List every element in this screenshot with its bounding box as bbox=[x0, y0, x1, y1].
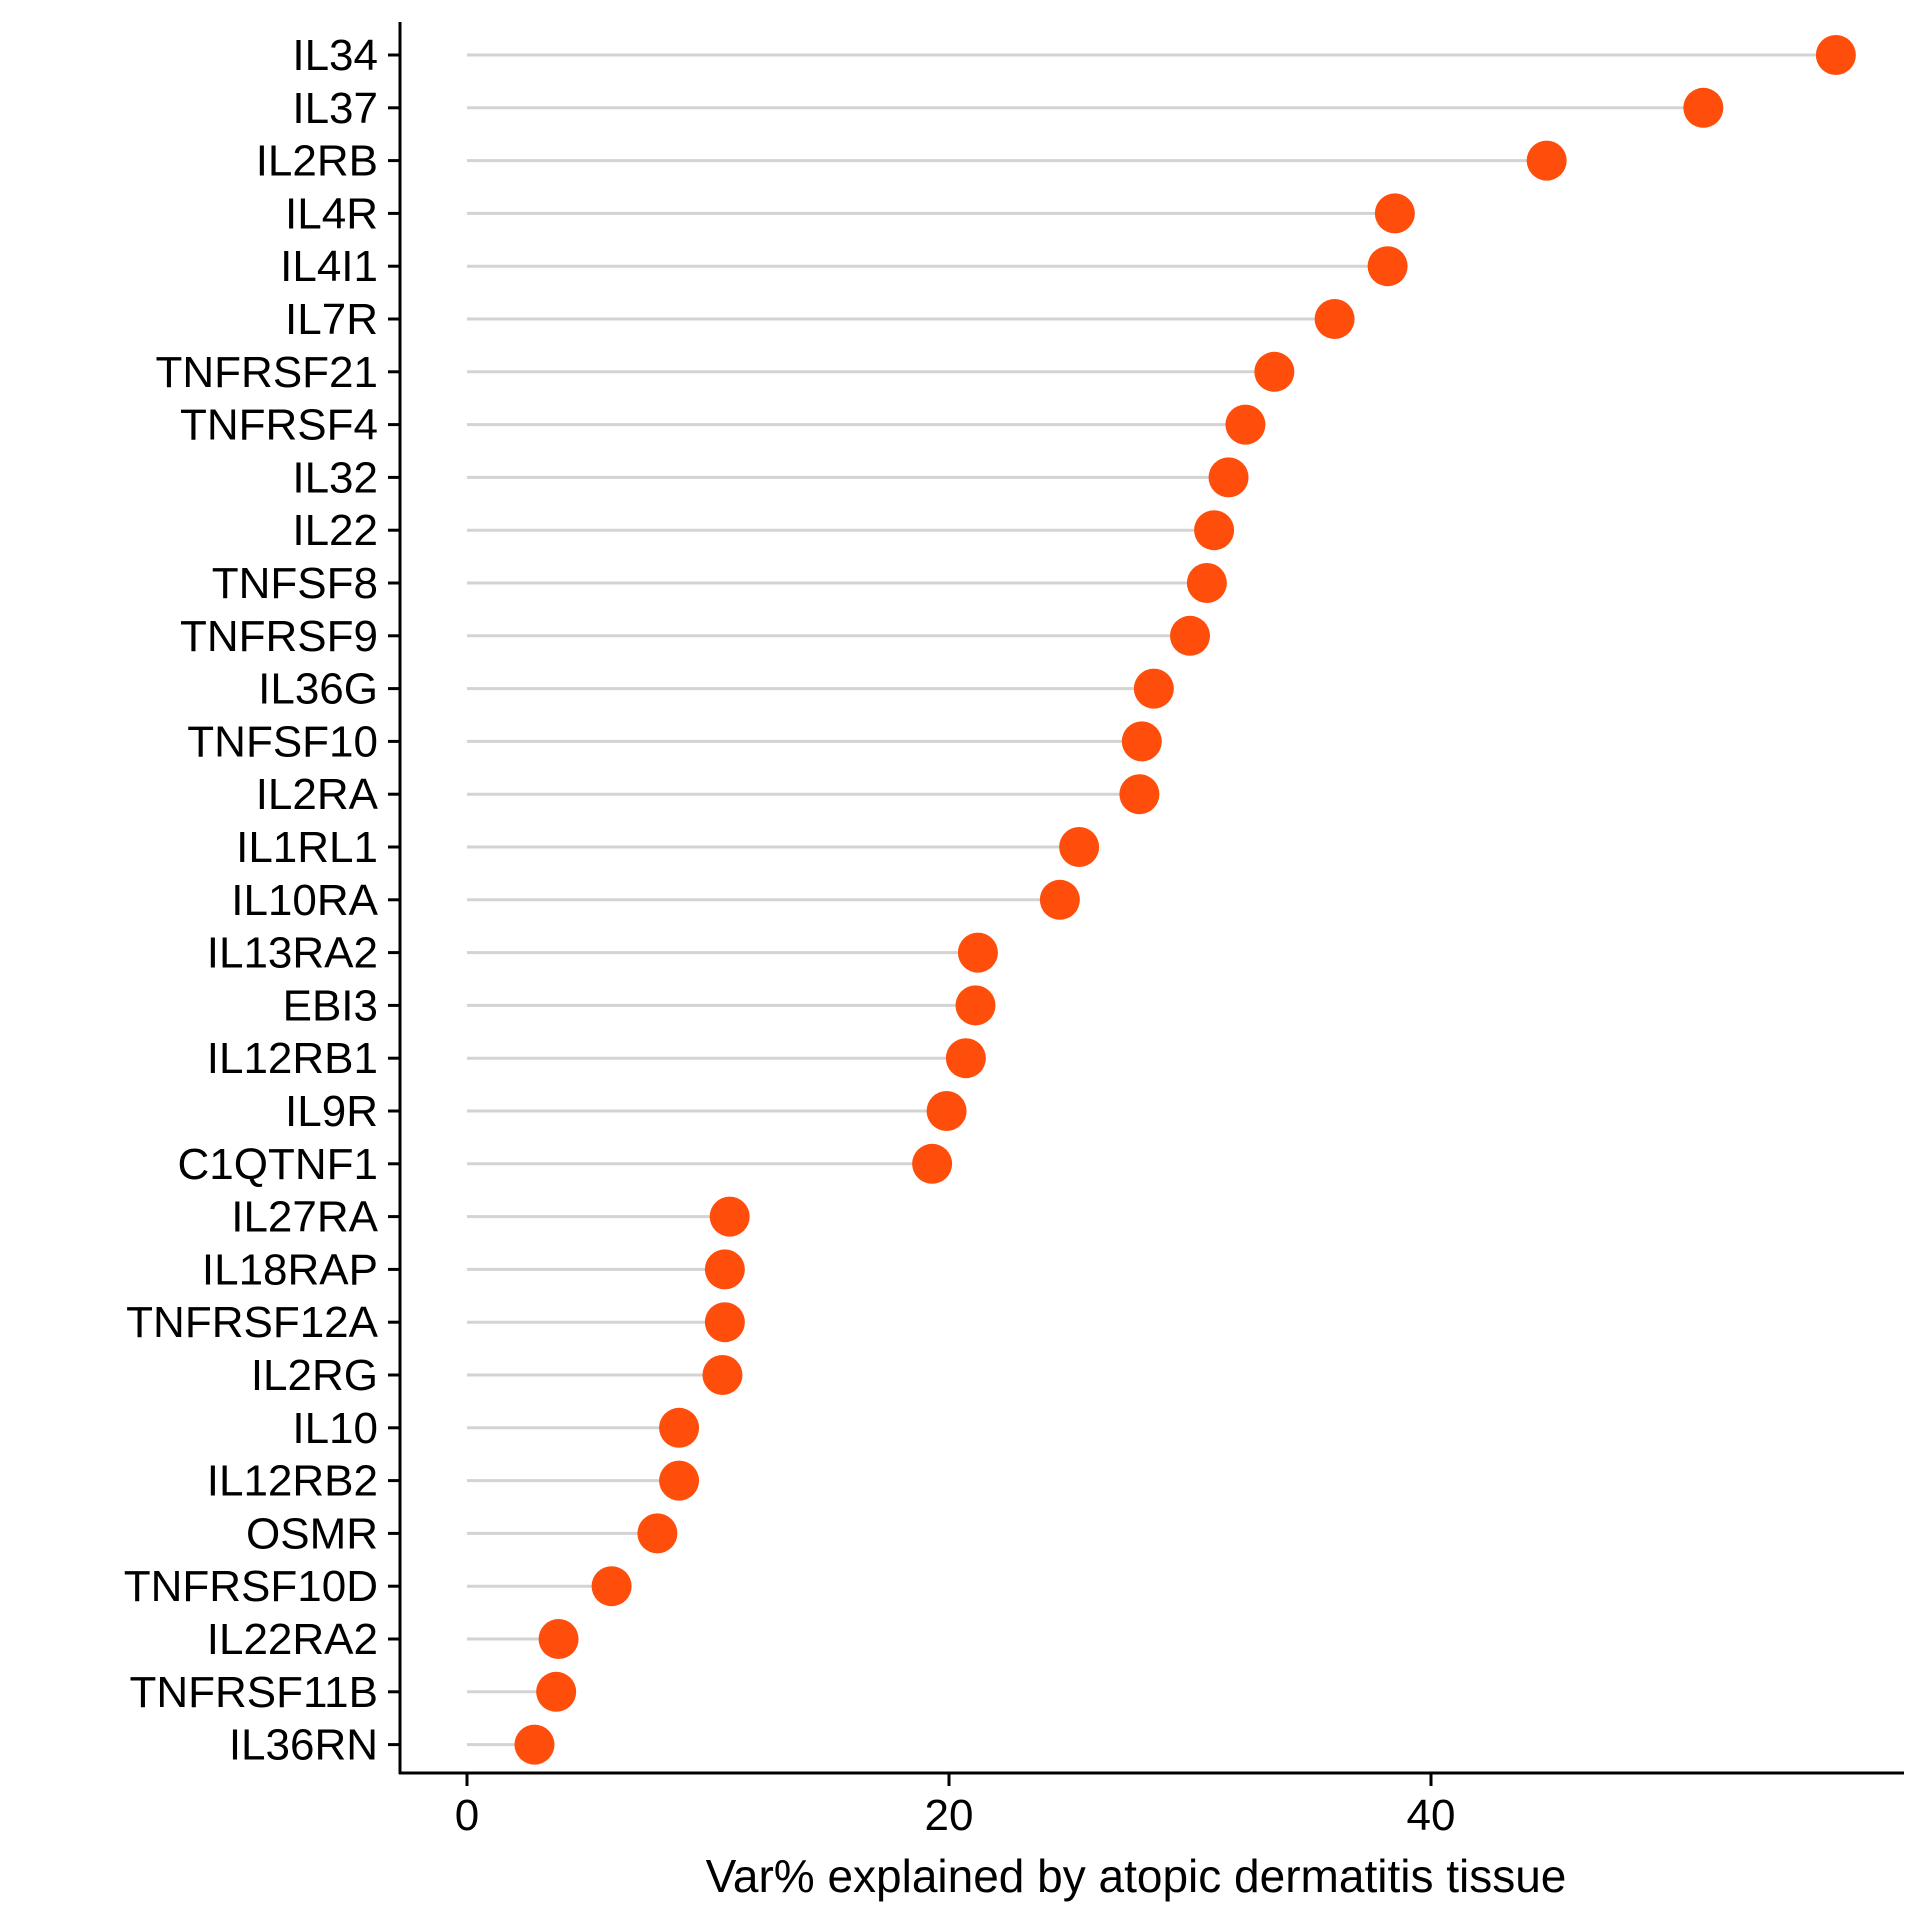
point-IL36RN bbox=[514, 1724, 555, 1765]
category-label-IL4I1: IL4I1 bbox=[280, 242, 378, 291]
point-TNFRSF10D bbox=[591, 1566, 632, 1607]
point-OSMR bbox=[637, 1513, 678, 1554]
point-TNFRSF4 bbox=[1225, 404, 1266, 445]
point-IL27RA bbox=[709, 1196, 750, 1237]
point-IL34 bbox=[1815, 35, 1856, 75]
category-label-TNFRSF4: TNFRSF4 bbox=[180, 401, 378, 450]
point-EBI3 bbox=[955, 985, 996, 1026]
category-label-IL32: IL32 bbox=[292, 453, 378, 502]
point-IL37 bbox=[1683, 87, 1724, 128]
category-label-IL2RB: IL2RB bbox=[256, 137, 378, 186]
category-label-IL9R: IL9R bbox=[285, 1087, 378, 1136]
point-IL2RB bbox=[1526, 140, 1567, 181]
point-IL9R bbox=[926, 1091, 967, 1131]
category-label-C1QTNF1: C1QTNF1 bbox=[178, 1140, 378, 1189]
category-label-IL18RAP: IL18RAP bbox=[202, 1245, 378, 1294]
category-label-IL22RA2: IL22RA2 bbox=[207, 1615, 378, 1664]
point-IL22 bbox=[1194, 510, 1235, 551]
point-TNFRSF9 bbox=[1170, 615, 1210, 656]
point-IL36G bbox=[1133, 668, 1174, 709]
point-IL4I1 bbox=[1367, 246, 1408, 287]
point-IL18RAP bbox=[704, 1249, 745, 1290]
category-label-IL1RL1: IL1RL1 bbox=[236, 823, 378, 872]
y-axis-ticks bbox=[388, 53, 400, 1747]
category-label-IL10RA: IL10RA bbox=[231, 876, 378, 925]
category-label-IL36G: IL36G bbox=[258, 665, 378, 714]
category-label-IL2RG: IL2RG bbox=[251, 1351, 378, 1400]
category-label-IL12RB1: IL12RB1 bbox=[207, 1034, 378, 1083]
category-label-EBI3: EBI3 bbox=[283, 981, 378, 1030]
category-label-TNFSF10: TNFSF10 bbox=[187, 717, 378, 766]
point-IL4R bbox=[1374, 193, 1415, 234]
category-label-TNFRSF12A: TNFRSF12A bbox=[126, 1298, 378, 1347]
point-TNFRSF21 bbox=[1254, 351, 1295, 392]
point-IL12RB1 bbox=[945, 1038, 986, 1079]
category-label-TNFRSF10D: TNFRSF10D bbox=[124, 1562, 378, 1611]
x-tick-label: 40 bbox=[1407, 1791, 1456, 1840]
point-TNFRSF11B bbox=[536, 1671, 577, 1712]
category-label-IL4R: IL4R bbox=[285, 189, 378, 238]
category-label-IL7R: IL7R bbox=[285, 295, 378, 344]
category-label-TNFRSF21: TNFRSF21 bbox=[156, 348, 378, 397]
point-TNFSF10 bbox=[1121, 721, 1162, 762]
x-tick-label: 0 bbox=[455, 1791, 479, 1840]
x-tick-label: 20 bbox=[925, 1791, 974, 1840]
x-axis-title: Var% explained by atopic dermatitis tiss… bbox=[706, 1850, 1567, 1902]
category-label-IL12RB2: IL12RB2 bbox=[207, 1457, 378, 1506]
category-label-IL34: IL34 bbox=[292, 31, 378, 80]
category-label-TNFSF8: TNFSF8 bbox=[212, 559, 378, 608]
category-label-TNFRSF9: TNFRSF9 bbox=[180, 612, 378, 661]
category-label-TNFRSF11B: TNFRSF11B bbox=[129, 1668, 378, 1717]
point-IL10 bbox=[659, 1407, 700, 1448]
point-IL7R bbox=[1314, 299, 1355, 339]
category-label-IL2RA: IL2RA bbox=[256, 770, 379, 819]
point-IL2RA bbox=[1119, 774, 1160, 815]
stem-layer bbox=[467, 53, 1836, 1747]
point-IL10RA bbox=[1039, 879, 1080, 920]
point-TNFSF8 bbox=[1186, 563, 1227, 603]
point-IL2RG bbox=[702, 1355, 743, 1395]
point-TNFRSF12A bbox=[704, 1302, 745, 1343]
category-label-OSMR: OSMR bbox=[246, 1509, 378, 1558]
category-label-IL13RA2: IL13RA2 bbox=[207, 929, 378, 978]
point-IL22RA2 bbox=[538, 1619, 579, 1659]
point-IL1RL1 bbox=[1059, 827, 1100, 867]
category-label-IL27RA: IL27RA bbox=[231, 1193, 378, 1242]
point-layer bbox=[514, 35, 1856, 1765]
point-C1QTNF1 bbox=[912, 1143, 953, 1184]
point-IL13RA2 bbox=[957, 932, 998, 973]
x-axis-ticks: 0 20 40 bbox=[455, 1774, 1456, 1840]
category-label-IL36RN: IL36RN bbox=[229, 1721, 378, 1770]
point-IL12RB2 bbox=[659, 1460, 700, 1501]
point-IL32 bbox=[1208, 457, 1249, 498]
category-labels: IL34IL37IL2RBIL4RIL4I1IL7RTNFRSF21TNFRSF… bbox=[124, 31, 379, 1770]
category-label-IL22: IL22 bbox=[292, 506, 378, 555]
category-label-IL37: IL37 bbox=[292, 84, 378, 133]
category-label-IL10: IL10 bbox=[292, 1404, 378, 1453]
